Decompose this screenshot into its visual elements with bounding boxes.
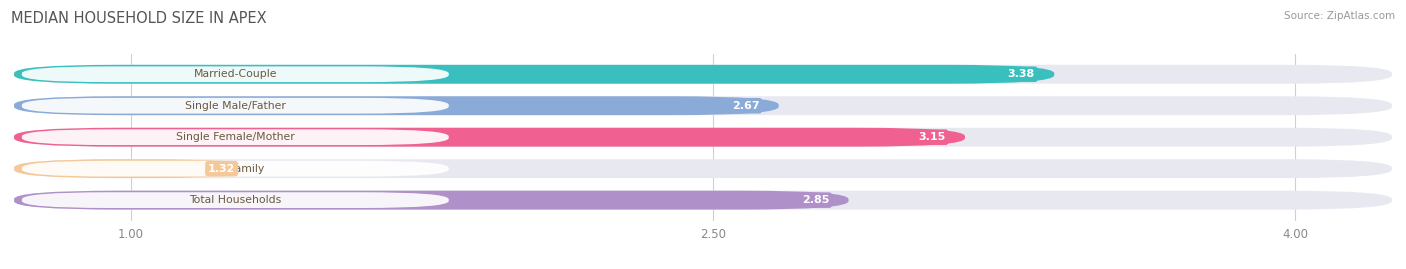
Text: MEDIAN HOUSEHOLD SIZE IN APEX: MEDIAN HOUSEHOLD SIZE IN APEX xyxy=(11,11,267,26)
FancyBboxPatch shape xyxy=(22,129,449,145)
FancyBboxPatch shape xyxy=(14,96,1392,115)
FancyBboxPatch shape xyxy=(14,65,1392,84)
Text: 2.67: 2.67 xyxy=(731,101,759,111)
FancyBboxPatch shape xyxy=(22,161,449,176)
FancyBboxPatch shape xyxy=(14,128,965,147)
Text: Non-family: Non-family xyxy=(205,164,264,174)
Text: Married-Couple: Married-Couple xyxy=(194,69,277,79)
FancyBboxPatch shape xyxy=(22,66,449,82)
Text: 3.15: 3.15 xyxy=(918,132,946,142)
Text: Total Households: Total Households xyxy=(190,195,281,205)
FancyBboxPatch shape xyxy=(14,96,779,115)
Text: Single Female/Mother: Single Female/Mother xyxy=(176,132,295,142)
FancyBboxPatch shape xyxy=(14,191,849,210)
FancyBboxPatch shape xyxy=(14,159,254,178)
Text: 3.38: 3.38 xyxy=(1008,69,1035,79)
Text: Source: ZipAtlas.com: Source: ZipAtlas.com xyxy=(1284,11,1395,21)
FancyBboxPatch shape xyxy=(14,159,1392,178)
FancyBboxPatch shape xyxy=(14,65,1054,84)
FancyBboxPatch shape xyxy=(14,191,1392,210)
Text: 2.85: 2.85 xyxy=(801,195,830,205)
Text: Single Male/Father: Single Male/Father xyxy=(184,101,285,111)
FancyBboxPatch shape xyxy=(22,192,449,208)
Text: 1.32: 1.32 xyxy=(208,164,235,174)
FancyBboxPatch shape xyxy=(14,128,1392,147)
FancyBboxPatch shape xyxy=(22,98,449,114)
